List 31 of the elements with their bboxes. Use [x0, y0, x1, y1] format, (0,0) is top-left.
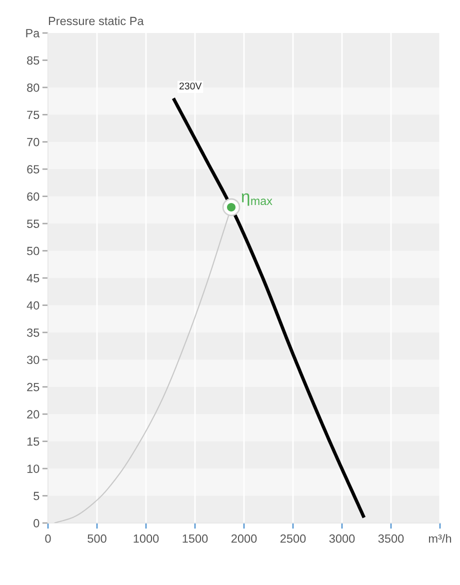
x-tick-label: 1500 — [182, 534, 208, 543]
x-tick-label: 2000 — [231, 534, 257, 543]
y-tick-label: 75 — [27, 110, 40, 120]
y-tick-label: 15 — [27, 437, 40, 446]
y-tick-label: 60 — [27, 192, 40, 201]
series-label: 230V — [179, 82, 202, 90]
x-tick-label: 2500 — [280, 534, 306, 543]
y-tick-label: 5 — [34, 492, 40, 500]
x-tick-label: 3500 — [378, 534, 404, 543]
y-tick-label: 80 — [27, 83, 40, 92]
y-tick-label: 0 — [34, 519, 40, 528]
x-tick-label: 3000 — [329, 534, 355, 543]
x-tick-label: 500 — [88, 534, 106, 543]
y-tick-label: 35 — [26, 328, 40, 337]
x-tick-label: 0 — [45, 534, 51, 543]
y-tick-label: 45 — [26, 274, 40, 282]
y-tick-label: 85 — [27, 56, 40, 65]
annotation: η$_{max}$ — [242, 193, 272, 206]
y-tick-label: 40 — [26, 301, 40, 310]
y-tick-label: 25 — [27, 382, 40, 392]
y-tick-label: Pa — [26, 29, 40, 38]
chart-title: Pressure static Pa — [48, 16, 144, 26]
y-tick-label: 65 — [27, 165, 40, 174]
y-tick-label: 70 — [27, 138, 40, 146]
y-tick-label: 10 — [27, 464, 40, 473]
y-tick-label: 50 — [27, 246, 40, 256]
x-tick-label: m³/h — [428, 534, 452, 543]
x-tick-label: 1000 — [134, 534, 159, 543]
y-tick-label: 20 — [27, 410, 40, 419]
y-tick-label: 55 — [27, 220, 40, 228]
y-tick-label: 30 — [26, 356, 40, 364]
